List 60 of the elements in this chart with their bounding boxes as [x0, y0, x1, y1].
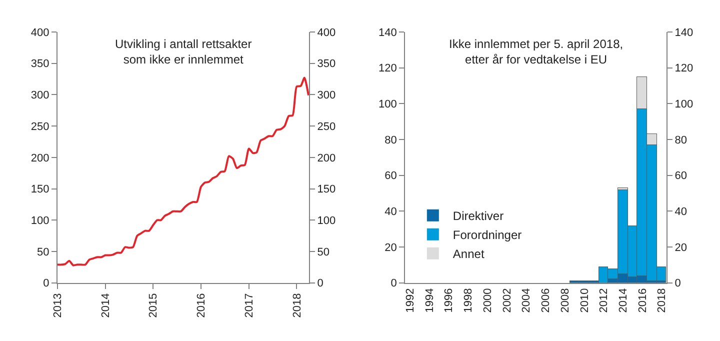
y2-tick-label: 350	[317, 58, 336, 70]
x-tick-label: 2017	[243, 293, 256, 318]
y2-tick-label: 120	[674, 62, 694, 75]
x-tick-label: 2000	[482, 288, 494, 313]
y2-tick-label: 100	[674, 98, 694, 111]
y2-tick-label: 50	[317, 246, 330, 258]
y-tick-label: 100	[30, 215, 50, 228]
y-tick-label: 350	[30, 58, 50, 70]
x-tick-label: 2018	[656, 288, 668, 313]
y-tick-label: 0	[390, 278, 397, 290]
y-tick-label: 400	[30, 26, 50, 39]
x-tick-label: 2013	[52, 293, 64, 318]
y-tick-label: 250	[30, 120, 50, 133]
x-tick-label: 2012	[598, 288, 610, 313]
y-tick-label: 300	[30, 90, 50, 102]
y-tick-label: 0	[43, 278, 50, 290]
x-tick-label: 1994	[424, 288, 436, 313]
y2-tick-label: 250	[317, 120, 336, 133]
y-tick-label: 100	[378, 98, 397, 111]
x-tick-label: 2016	[636, 288, 649, 313]
y2-tick-label: 400	[317, 26, 336, 39]
y2-tick-label: 20	[674, 242, 687, 254]
y-tick-label: 50	[37, 246, 50, 258]
x-tick-label: 1996	[443, 288, 456, 313]
y2-tick-label: 150	[317, 184, 336, 196]
x-tick-label: 2002	[501, 288, 514, 313]
x-tick-label: 2008	[559, 288, 572, 313]
y2-tick-label: 60	[674, 170, 687, 182]
y2-tick-label: 40	[674, 206, 687, 218]
y-tick-label: 120	[378, 62, 397, 75]
y-tick-label: 200	[30, 152, 50, 164]
x-tick-label: 2015	[148, 293, 160, 318]
y-tick-label: 150	[30, 184, 50, 196]
y2-tick-label: 80	[674, 134, 687, 146]
x-tick-label: 1992	[404, 288, 416, 313]
y2-tick-label: 0	[317, 278, 324, 290]
x-tick-label: 2006	[540, 288, 552, 313]
y2-tick-label: 0	[674, 278, 681, 290]
y2-tick-label: 100	[317, 215, 336, 228]
line-series	[57, 76, 310, 266]
y-tick-label: 20	[384, 242, 397, 254]
text: Utvikling i antall rettsakter som ikke er innlemmet	[115, 37, 252, 67]
x-tick-label: 1998	[462, 288, 475, 313]
y-tick-label: 140	[378, 26, 397, 39]
y-tick-label: 80	[384, 134, 397, 146]
x-tick-label: 2014	[618, 288, 630, 313]
legend-label: Direktiver	[452, 208, 504, 223]
y-tick-label: 60	[384, 170, 397, 182]
x-tick-label: 2018	[291, 293, 304, 318]
x-tick-label: 2014	[100, 293, 112, 318]
x-tick-label: 2016	[196, 293, 208, 318]
legend-label: Annet	[452, 246, 485, 261]
y2-tick-label: 140	[674, 26, 694, 39]
y2-tick-label: 200	[317, 152, 336, 164]
legend-label: Forordninger	[452, 228, 522, 242]
y-tick-label: 40	[384, 206, 397, 218]
x-tick-label: 2004	[520, 288, 533, 313]
y2-tick-label: 300	[317, 90, 336, 102]
x-tick-label: 2010	[578, 288, 591, 313]
text: Ikke innlemmet per 5. april 2018, etter år for vedtakelse i EU	[449, 37, 624, 67]
